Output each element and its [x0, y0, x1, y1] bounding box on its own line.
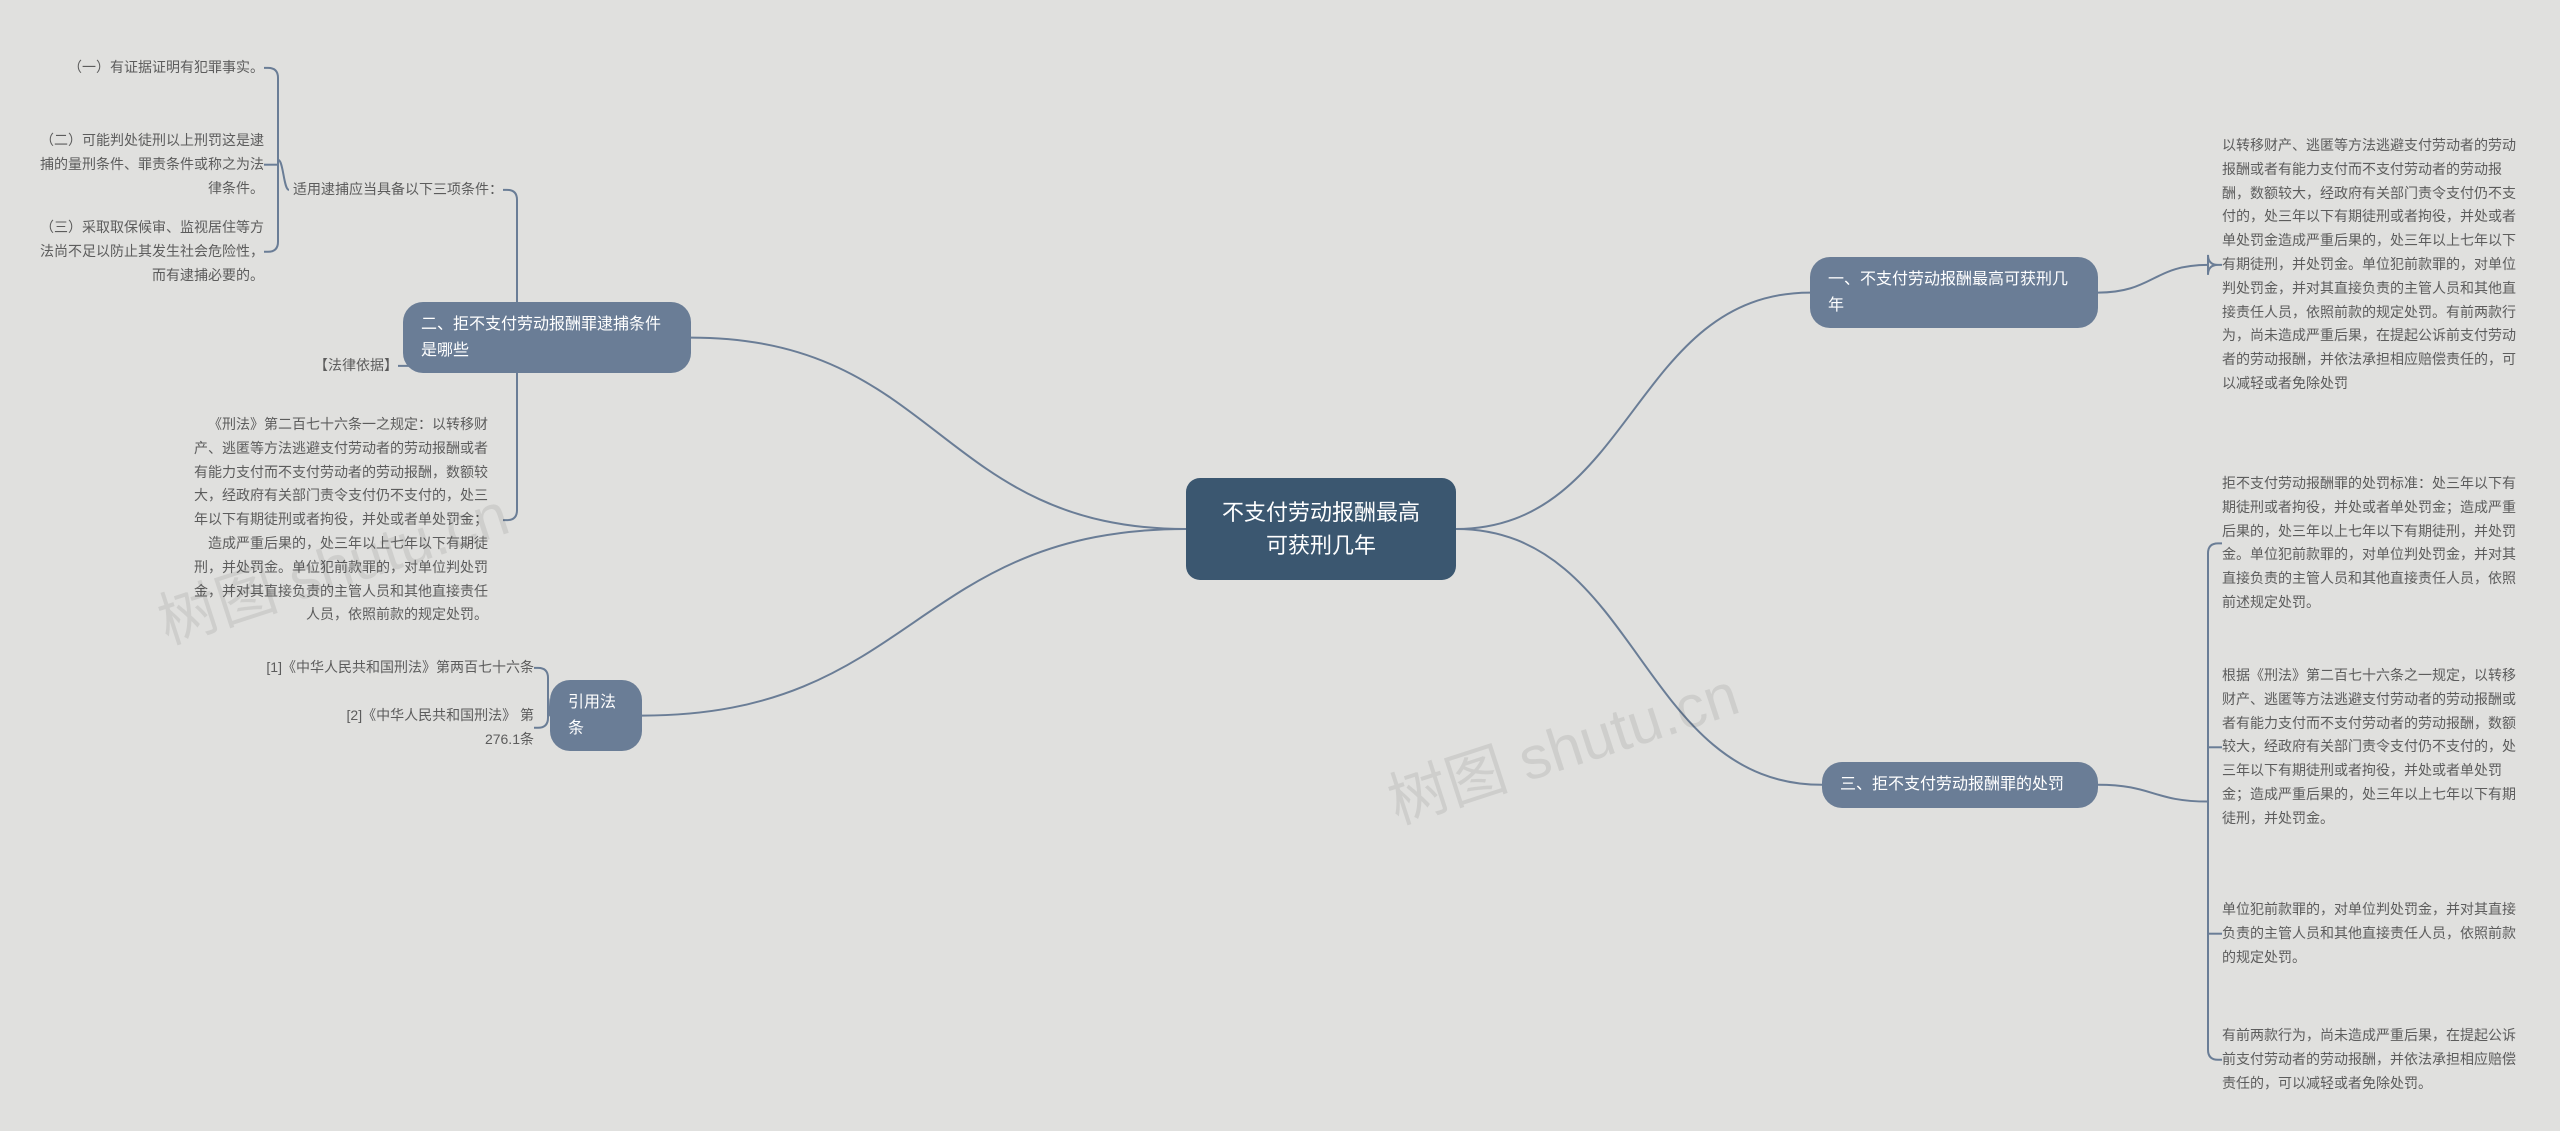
branch-node-4: 引用法条	[550, 680, 642, 751]
branch-node-3: 三、拒不支付劳动报酬罪的处罚	[1822, 762, 2098, 808]
leaf-node: 以转移财产、逃匿等方法逃避支付劳动者的劳动报酬或者有能力支付而不支付劳动者的劳动…	[2222, 134, 2522, 396]
leaf-node: 有前两款行为，尚未造成严重后果，在提起公诉前支付劳动者的劳动报酬，并依法承担相应…	[2222, 1024, 2522, 1095]
leaf-node: （二）可能判处徒刑以上刑罚这是逮捕的量刑条件、罪责条件或称之为法律条件。	[32, 129, 264, 200]
branch-node-2: 二、拒不支付劳动报酬罪逮捕条件是哪些	[403, 302, 691, 373]
branch-node-1: 一、不支付劳动报酬最高可获刑几年	[1810, 257, 2098, 328]
leaf-node: 《刑法》第二百七十六条一之规定：以转移财产、逃匿等方法逃避支付劳动者的劳动报酬或…	[184, 413, 488, 627]
leaf-node: 拒不支付劳动报酬罪的处罚标准：处三年以下有期徒刑或者拘役，并处或者单处罚金；造成…	[2222, 472, 2522, 615]
mindmap-center-node: 不支付劳动报酬最高可获刑几年	[1186, 478, 1456, 580]
leaf-node: 根据《刑法》第二百七十六条之一规定，以转移财产、逃匿等方法逃避支付劳动者的劳动报…	[2222, 664, 2522, 831]
leaf-node: 适用逮捕应当具备以下三项条件：	[289, 178, 503, 202]
leaf-node: [1]《中华人民共和国刑法》第两百七十六条	[260, 656, 534, 680]
leaf-node: （三）采取取保候审、监视居住等方法尚不足以防止其发生社会危险性，而有逮捕必要的。	[32, 216, 264, 287]
leaf-node: [2]《中华人民共和国刑法》 第276.1条	[318, 704, 534, 752]
leaf-node: 单位犯前款罪的，对单位判处罚金，并对其直接负责的主管人员和其他直接责任人员，依照…	[2222, 898, 2522, 969]
watermark: 树图 shutu.cn	[1375, 646, 1748, 841]
leaf-node: 【法律依据】	[298, 354, 398, 378]
leaf-node: （一）有证据证明有犯罪事实。	[32, 56, 264, 80]
